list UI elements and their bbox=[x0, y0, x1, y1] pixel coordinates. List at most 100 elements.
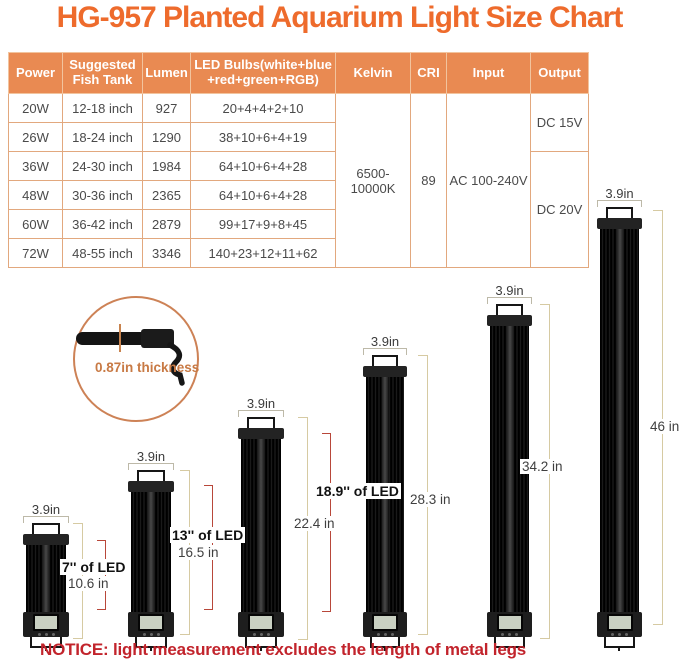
metal-legs-bottom bbox=[603, 637, 636, 648]
width-bracket bbox=[23, 516, 69, 523]
metal-legs-bottom bbox=[369, 637, 401, 648]
col-header-fish-tank: Suggested Fish Tank bbox=[62, 52, 143, 94]
metal-legs-top bbox=[32, 523, 60, 535]
control-buttons bbox=[501, 632, 518, 636]
light-fixture-46in: 3.9in bbox=[597, 186, 642, 648]
cell-lumen: 1290 bbox=[142, 122, 191, 152]
lcd-display bbox=[372, 613, 398, 631]
col-header-kelvin: Kelvin bbox=[335, 52, 411, 94]
control-buttons bbox=[611, 632, 628, 636]
led-length-dimension-line bbox=[97, 540, 106, 610]
table-row: 48W 30-36 inch 2365 64+10+6+4+28 bbox=[8, 180, 589, 210]
cell-power: 36W bbox=[8, 151, 63, 181]
width-bracket bbox=[128, 463, 174, 470]
table-row: 36W 24-30 inch 1984 64+10+6+4+28 DC 20V bbox=[8, 151, 589, 268]
control-buttons bbox=[37, 632, 55, 636]
cell-power: 48W bbox=[8, 180, 63, 210]
cell-bulbs: 140+23+12+11+62 bbox=[190, 238, 336, 268]
width-label: 3.9in bbox=[136, 449, 166, 464]
light-side-profile bbox=[76, 332, 144, 345]
cell-tank: 30-36 inch bbox=[62, 180, 143, 210]
lcd-display bbox=[138, 613, 164, 631]
cell-lumen: 2879 bbox=[142, 209, 191, 239]
cell-bulbs: 64+10+6+4+28 bbox=[190, 180, 336, 210]
top-cap bbox=[23, 534, 69, 545]
col-header-power: Power bbox=[8, 52, 63, 94]
light-body bbox=[26, 545, 66, 612]
lcd-display bbox=[496, 613, 523, 631]
metal-legs-top bbox=[137, 470, 165, 482]
control-buttons bbox=[142, 632, 160, 636]
control-buttons bbox=[376, 632, 394, 636]
cell-power: 72W bbox=[8, 238, 63, 268]
total-length-label: 16.5 in bbox=[176, 545, 221, 560]
top-cap bbox=[238, 428, 284, 439]
metal-legs-bottom bbox=[493, 637, 526, 648]
cell-lumen: 1984 bbox=[142, 151, 191, 181]
led-length-label: 13'' of LED bbox=[170, 527, 246, 543]
width-label: 3.9in bbox=[605, 186, 634, 201]
col-header-led-bulbs: LED Bulbs(white+blue +red+green+RGB) bbox=[190, 52, 336, 94]
table-row: 72W 48-55 inch 3346 140+23+12+11+62 bbox=[8, 238, 589, 268]
width-label: 3.9in bbox=[370, 334, 400, 349]
top-cap bbox=[128, 481, 174, 492]
total-length-label: 28.3 in bbox=[408, 492, 453, 507]
control-buttons bbox=[252, 632, 270, 636]
table-row: 26W 18-24 inch 1290 38+10+6+4+19 bbox=[8, 122, 589, 152]
thickness-tick-mark bbox=[119, 324, 121, 352]
center-strip bbox=[42, 545, 50, 612]
light-body bbox=[131, 492, 171, 612]
total-length-dimension-line bbox=[653, 210, 663, 625]
center-strip bbox=[506, 326, 513, 612]
light-fixture-28in: 3.9in bbox=[363, 334, 407, 648]
top-cap bbox=[597, 218, 642, 229]
spec-table-wrap: Power Suggested Fish Tank Lumen LED Bulb… bbox=[8, 52, 589, 268]
light-fixture-10in: 3.9in bbox=[23, 502, 69, 648]
spec-table: Power Suggested Fish Tank Lumen LED Bulb… bbox=[8, 52, 589, 268]
bottom-cap bbox=[487, 612, 532, 637]
mounting-bracket-hook bbox=[167, 342, 185, 386]
center-strip bbox=[616, 229, 623, 612]
metal-legs-top bbox=[371, 355, 399, 367]
col-header-output: Output bbox=[530, 52, 589, 94]
width-label: 3.9in bbox=[246, 396, 276, 411]
width-bracket bbox=[238, 410, 284, 417]
light-fixture-16in: 3.9in bbox=[128, 449, 174, 648]
cell-lumen: 2365 bbox=[142, 180, 191, 210]
light-body bbox=[241, 439, 281, 612]
col-header-cri: CRI bbox=[410, 52, 447, 94]
cell-lumen: 927 bbox=[142, 93, 191, 123]
table-row: 20W 12-18 inch 927 20+4+4+2+10 6500-1000… bbox=[8, 93, 589, 268]
bottom-cap bbox=[597, 612, 642, 637]
width-label: 3.9in bbox=[31, 502, 61, 517]
center-strip bbox=[257, 439, 265, 612]
cell-tank: 36-42 inch bbox=[62, 209, 143, 239]
center-strip bbox=[147, 492, 155, 612]
total-length-label: 46 in bbox=[648, 419, 679, 434]
cell-tank: 12-18 inch bbox=[62, 93, 143, 123]
col-header-input: Input bbox=[446, 52, 531, 94]
total-length-label: 10.6 in bbox=[66, 576, 111, 591]
light-fixture-22in: 3.9in bbox=[238, 396, 284, 648]
thickness-label: 0.87in thickness bbox=[95, 360, 200, 375]
cell-output-dc20v: DC 20V bbox=[530, 151, 589, 268]
metal-legs-top bbox=[495, 304, 524, 316]
cell-power: 60W bbox=[8, 209, 63, 239]
led-length-label: 18.9'' of LED bbox=[314, 483, 401, 499]
light-body bbox=[600, 229, 639, 612]
metal-legs-bottom bbox=[30, 637, 62, 648]
width-bracket bbox=[597, 200, 642, 207]
light-side-endcap bbox=[141, 329, 174, 348]
metal-legs-top bbox=[605, 207, 634, 219]
cell-kelvin: 6500-10000K bbox=[335, 93, 411, 268]
bottom-cap bbox=[23, 612, 69, 637]
cell-power: 20W bbox=[8, 93, 63, 123]
cell-bulbs: 99+17+9+8+45 bbox=[190, 209, 336, 239]
col-header-lumen: Lumen bbox=[142, 52, 191, 94]
bottom-cap bbox=[238, 612, 284, 637]
cell-tank: 48-55 inch bbox=[62, 238, 143, 268]
lcd-display bbox=[248, 613, 274, 631]
cell-tank: 24-30 inch bbox=[62, 151, 143, 181]
page-title: HG-957 Planted Aquarium Light Size Chart bbox=[56, 1, 624, 34]
metal-legs-top bbox=[247, 417, 275, 429]
